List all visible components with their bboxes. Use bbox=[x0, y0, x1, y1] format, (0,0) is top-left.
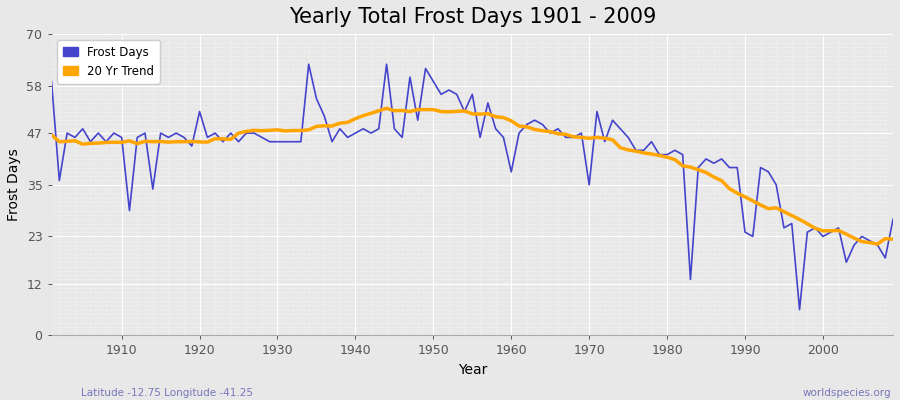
X-axis label: Year: Year bbox=[457, 363, 487, 377]
Title: Yearly Total Frost Days 1901 - 2009: Yearly Total Frost Days 1901 - 2009 bbox=[289, 7, 656, 27]
Text: Latitude -12.75 Longitude -41.25: Latitude -12.75 Longitude -41.25 bbox=[81, 388, 253, 398]
Legend: Frost Days, 20 Yr Trend: Frost Days, 20 Yr Trend bbox=[58, 40, 160, 84]
Y-axis label: Frost Days: Frost Days bbox=[7, 148, 21, 221]
Text: worldspecies.org: worldspecies.org bbox=[803, 388, 891, 398]
